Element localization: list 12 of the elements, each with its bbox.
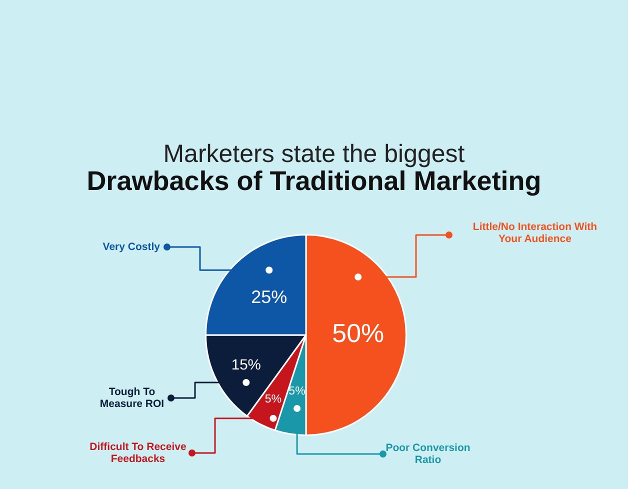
chart-subtitle: Marketers state the biggest [162,140,466,169]
data-label: 15% [231,358,261,374]
legend-label: Very Costly [102,240,160,253]
data-label: 50% [332,318,384,348]
chart-title: Drawbacks of Traditional Marketing [86,166,542,197]
slice-label: Poor Conversion Ratio [386,442,470,466]
legend-label: Difficult To Receive Feedbacks [90,440,186,465]
data-label: 25% [251,287,288,308]
data-label: 5% [264,392,282,406]
data-label: 5% [288,384,306,398]
legend-label: Tough To Measure ROI [100,386,164,410]
slice-label: Little/No Interaction With Your Audience [472,220,598,245]
